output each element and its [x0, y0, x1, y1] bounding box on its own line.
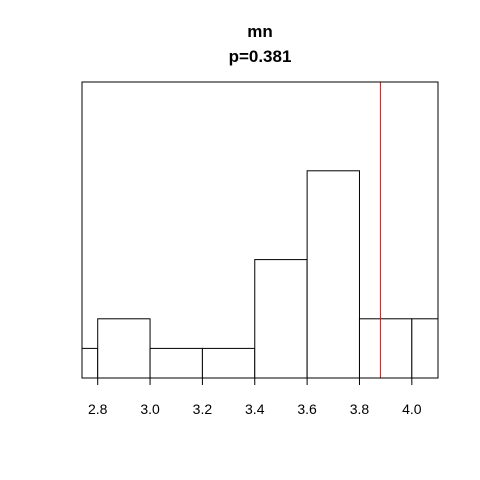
bars-group — [82, 170, 438, 378]
x-tick-label: 4.0 — [402, 401, 422, 417]
histogram-bar — [254, 259, 308, 378]
x-axis: 2.8 3.0 3.2 3.4 3.6 3.8 4.0 — [88, 377, 422, 417]
histogram-bar — [411, 318, 438, 378]
x-tick-label: 3.2 — [193, 401, 213, 417]
x-tick-label: 3.8 — [350, 401, 370, 417]
x-tick-label: 2.8 — [88, 401, 108, 417]
chart-subtitle: p=0.381 — [229, 47, 292, 66]
x-tick-label: 3.0 — [140, 401, 160, 417]
chart-title: mn — [247, 22, 273, 41]
x-tick-label: 3.6 — [297, 401, 317, 417]
x-tick-label: 3.4 — [245, 401, 265, 417]
histogram-bar — [97, 318, 151, 378]
histogram-bar — [149, 347, 203, 378]
histogram-bar — [358, 318, 413, 378]
histogram-bar — [82, 347, 99, 378]
histogram-bar — [306, 170, 360, 378]
histogram-bar — [201, 347, 256, 378]
